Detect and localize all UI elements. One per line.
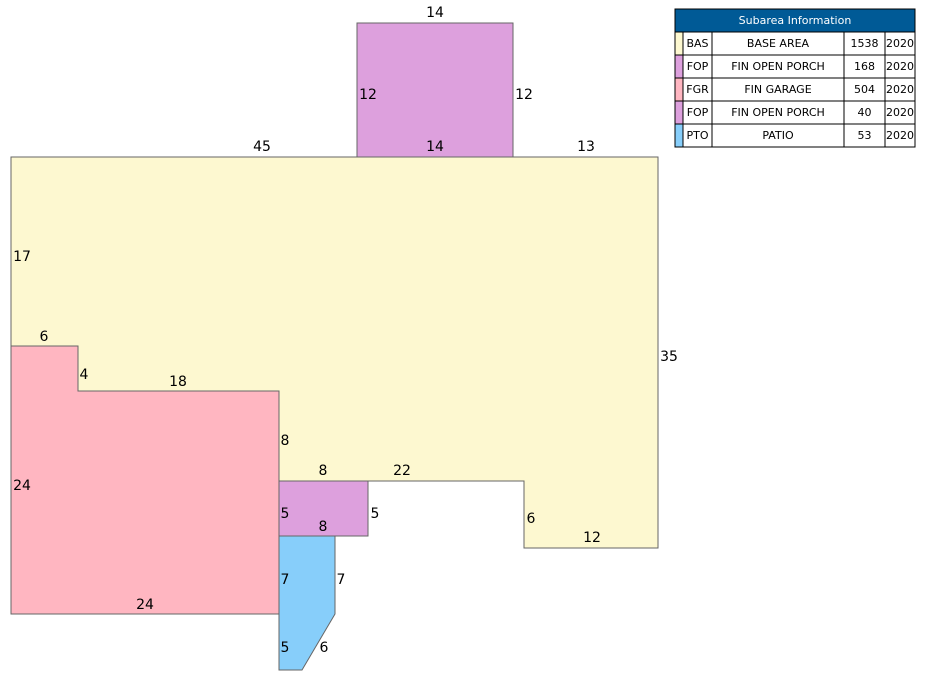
dimension-label: 8 <box>319 519 328 535</box>
row-swatch <box>674 77 684 102</box>
cell-text: PATIO <box>762 129 794 142</box>
cell-text: FOP <box>687 106 709 119</box>
dimension-label: 7 <box>281 572 290 588</box>
row-swatch <box>674 100 684 125</box>
cell-text: FGR <box>686 83 709 96</box>
garage <box>10 345 280 615</box>
dimension-label: 12 <box>583 530 601 546</box>
cell-text: FIN GARAGE <box>744 83 811 96</box>
dimension-label: 8 <box>319 463 328 479</box>
dimension-label: 22 <box>393 463 411 479</box>
dimension-label: 5 <box>371 506 380 522</box>
cell-text: 2020 <box>886 106 914 119</box>
cell-text: PTO <box>686 129 708 142</box>
dimension-label: 17 <box>13 249 31 265</box>
cell-text: 504 <box>854 83 875 96</box>
row-swatch <box>674 31 684 56</box>
dimension-label: 6 <box>527 511 536 527</box>
cell-text: 53 <box>858 129 872 142</box>
dimension-label: 14 <box>426 5 444 21</box>
porch-top <box>356 22 514 158</box>
cell-text: 40 <box>858 106 872 119</box>
row-swatch <box>674 54 684 79</box>
subarea-table: Subarea Information BAS BASE AREA 1538 2020 F… <box>674 8 916 148</box>
patio <box>278 535 336 671</box>
dimension-label: 24 <box>13 478 31 494</box>
cell-text: BASE AREA <box>747 37 810 50</box>
cell-text: 168 <box>854 60 875 73</box>
cell-text: 2020 <box>886 129 914 142</box>
cell-text: 1538 <box>851 37 879 50</box>
dimension-label: 24 <box>136 597 154 613</box>
dimension-label: 12 <box>359 87 377 103</box>
cell-text: FOP <box>687 60 709 73</box>
cell-text: FIN OPEN PORCH <box>731 106 825 119</box>
cell-text: BAS <box>686 37 708 50</box>
dimension-label: 18 <box>169 374 187 390</box>
dimension-label: 45 <box>253 139 271 155</box>
dimension-label: 6 <box>40 329 49 345</box>
dimension-label: 8 <box>281 433 290 449</box>
dimension-labels: 14 12 12 14 45 13 17 35 6 4 18 8 24 8 22 5 5 8 6 12 7 7 5 6 24 <box>13 5 678 656</box>
dimension-label: 12 <box>515 87 533 103</box>
dimension-label: 7 <box>337 572 346 588</box>
cell-text: 2020 <box>886 83 914 96</box>
cell-text: 2020 <box>886 37 914 50</box>
dimension-label: 6 <box>320 640 329 656</box>
dimension-label: 5 <box>281 640 290 656</box>
table-cell <box>884 123 916 148</box>
cell-text: FIN OPEN PORCH <box>731 60 825 73</box>
dimension-label: 4 <box>80 367 89 383</box>
porch-small <box>278 480 369 537</box>
dimension-label: 35 <box>660 349 678 365</box>
dimension-label: 5 <box>281 506 290 522</box>
dimension-label: 13 <box>577 139 595 155</box>
table-title: Subarea Information <box>739 14 852 27</box>
row-swatch <box>674 123 684 148</box>
dimension-label: 14 <box>426 139 444 155</box>
cell-text: 2020 <box>886 60 914 73</box>
